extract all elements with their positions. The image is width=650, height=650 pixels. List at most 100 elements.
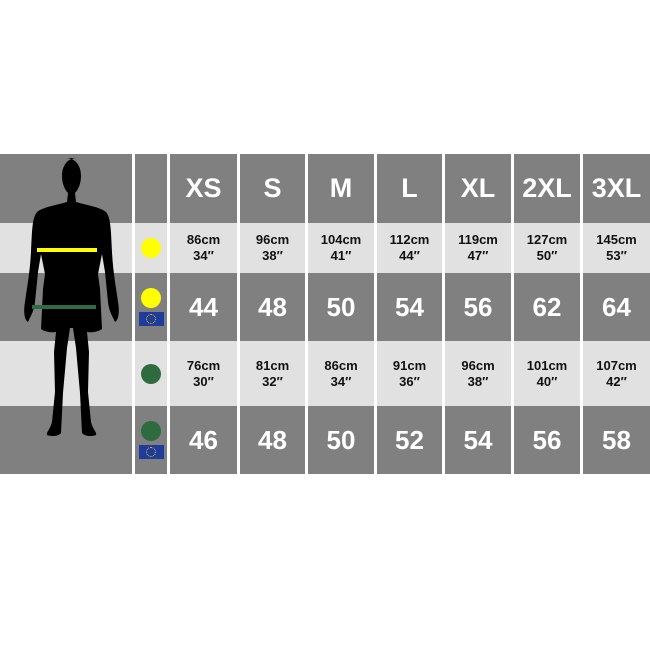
size-label: 3XL [591, 173, 642, 203]
inch-value: 34″ [193, 248, 214, 263]
inch-value: 34″ [330, 373, 352, 389]
eu-size: 62 [532, 291, 562, 322]
man-silhouette-icon [24, 158, 119, 437]
waist-marker-icon [141, 363, 161, 384]
cm-value: 107cm [596, 357, 637, 373]
inch-value: 47″ [467, 248, 489, 263]
size-cell: 54 [377, 273, 442, 341]
cm-value: 81cm [255, 357, 290, 373]
chest-marker-icon [141, 288, 161, 308]
waist-line [32, 305, 96, 309]
size-cell: 86cm 34″ [308, 341, 374, 406]
inch-value: 30″ [193, 373, 214, 389]
inch-value: 53″ [606, 248, 627, 263]
size-header: 2XL [514, 154, 580, 223]
eu-flag-icon [138, 312, 164, 326]
size-header: XL [445, 154, 511, 223]
size-cell: 101cm 40″ [514, 341, 580, 406]
size-chart-table: XS S M L XL 2XL 3XL 86cm 34″ 96cm 38″ 104cm 41″ 112cm… [0, 154, 650, 474]
size-cell: 64 [583, 273, 650, 341]
eu-size: 54 [395, 291, 424, 322]
size-label: XL [460, 173, 496, 203]
eu-size: 44 [189, 291, 218, 322]
icon-cell [135, 341, 167, 406]
size-cell: 44 [170, 273, 237, 341]
size-header: 3XL [583, 154, 650, 223]
size-cell: 145cm 53″ [583, 223, 650, 273]
eu-size: 56 [532, 424, 562, 455]
size-header: XS [170, 154, 237, 223]
size-label: XS [185, 173, 222, 203]
size-cell: 81cm 32″ [240, 341, 305, 406]
size-cell: 127cm 50″ [514, 223, 580, 273]
eu-size: 58 [602, 424, 631, 455]
cm-value: 86cm [324, 357, 358, 373]
silhouette-bg [0, 406, 132, 474]
eu-size: 46 [189, 424, 218, 455]
icon-cell [135, 154, 167, 223]
inch-value: 36″ [399, 373, 420, 389]
size-header: M [308, 154, 374, 223]
cm-value: 127cm [526, 232, 568, 247]
size-cell: 91cm 36″ [377, 341, 442, 406]
cm-value: 76cm [186, 357, 221, 373]
chest-marker-icon [141, 238, 161, 258]
size-cell: 76cm 30″ [170, 341, 237, 406]
inch-value: 50″ [536, 248, 558, 263]
size-header: L [377, 154, 442, 223]
cm-value: 96cm [461, 357, 495, 373]
cm-value: 86cm [186, 232, 221, 247]
size-cell: 56 [445, 273, 511, 341]
eu-flag-icon [138, 445, 164, 459]
inch-value: 38″ [262, 248, 283, 263]
size-label: L [401, 173, 418, 203]
cm-value: 145cm [596, 232, 637, 247]
cm-value: 91cm [392, 357, 427, 373]
size-cell: 48 [240, 273, 305, 341]
icon-cell [135, 406, 167, 474]
size-cell: 54 [445, 406, 511, 474]
eu-size: 54 [463, 424, 493, 455]
size-cell: 112cm 44″ [377, 223, 442, 273]
eu-size: 52 [395, 424, 424, 455]
size-cell: 104cm 41″ [308, 223, 374, 273]
size-cell: 52 [377, 406, 442, 474]
eu-size: 50 [326, 424, 356, 455]
eu-size: 50 [326, 291, 356, 322]
chest-line [37, 248, 97, 252]
size-cell: 119cm 47″ [445, 223, 511, 273]
cm-value: 101cm [526, 357, 568, 373]
icon-cell [135, 223, 167, 273]
inch-value: 38″ [467, 373, 489, 389]
size-label: 2XL [522, 173, 572, 203]
size-label: S [263, 173, 282, 203]
size-cell: 50 [308, 273, 374, 341]
inch-value: 32″ [262, 373, 283, 389]
size-cell: 96cm 38″ [240, 223, 305, 273]
size-cell: 96cm 38″ [445, 341, 511, 406]
waist-marker-icon [141, 421, 161, 441]
eu-size: 48 [258, 424, 287, 455]
cm-value: 104cm [320, 232, 362, 247]
size-header: S [240, 154, 305, 223]
size-cell: 56 [514, 406, 580, 474]
eu-size: 56 [463, 291, 493, 322]
size-cell: 86cm 34″ [170, 223, 237, 273]
cm-value: 119cm [458, 232, 498, 247]
inch-value: 42″ [606, 373, 627, 389]
inch-value: 40″ [536, 373, 558, 389]
size-cell: 46 [170, 406, 237, 474]
inch-value: 44″ [399, 248, 420, 263]
inch-value: 41″ [330, 248, 352, 263]
eu-size: 48 [258, 291, 287, 322]
size-cell: 62 [514, 273, 580, 341]
cm-value: 112cm [389, 232, 430, 247]
size-cell: 50 [308, 406, 374, 474]
size-cell: 48 [240, 406, 305, 474]
size-cell: 107cm 42″ [583, 341, 650, 406]
size-cell: 58 [583, 406, 650, 474]
icon-cell [135, 273, 167, 341]
size-label: M [329, 173, 353, 203]
cm-value: 96cm [255, 232, 290, 247]
eu-size: 64 [602, 291, 631, 322]
